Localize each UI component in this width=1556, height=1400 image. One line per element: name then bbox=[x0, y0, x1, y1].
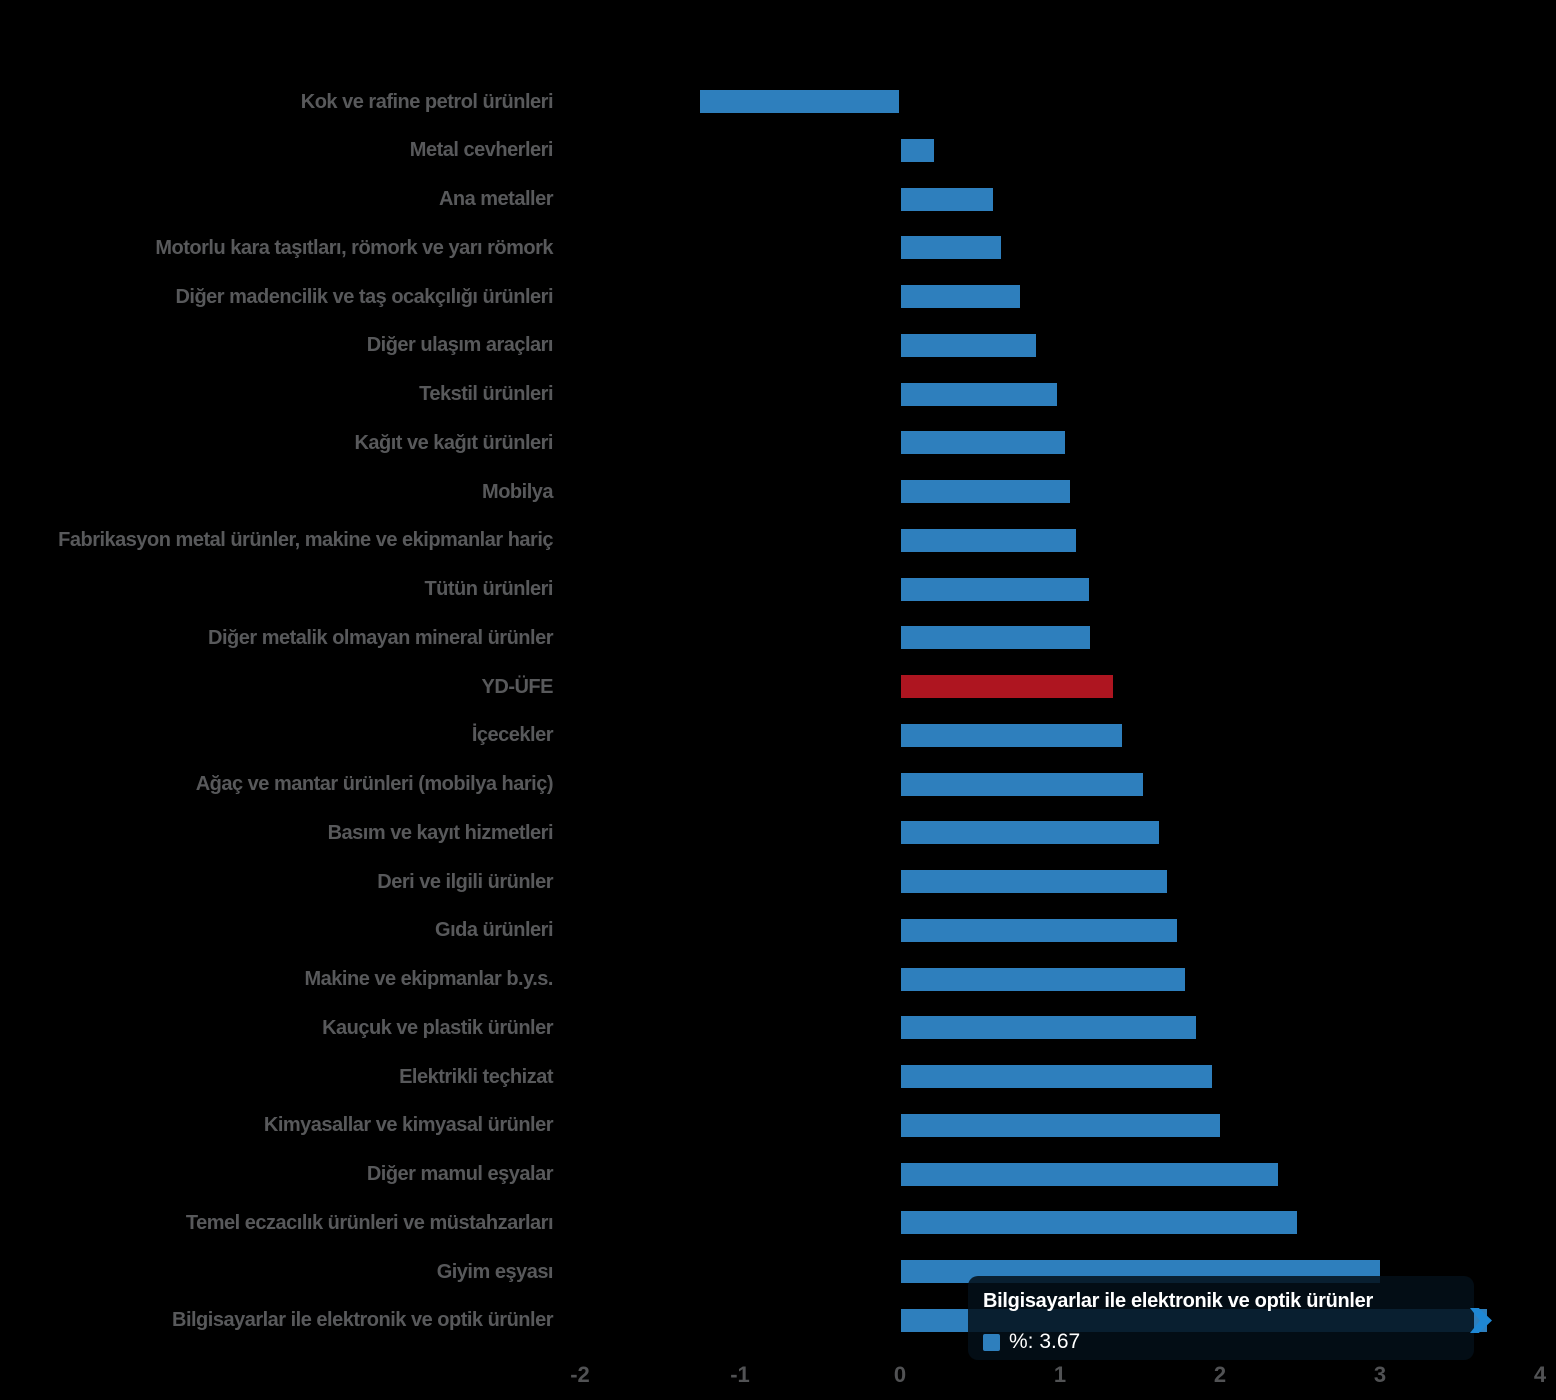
category-label: Diğer ulaşım araçları bbox=[366, 334, 554, 357]
category-label: Motorlu kara taşıtları, römork ve yarı r… bbox=[155, 236, 553, 259]
bar[interactable] bbox=[901, 1162, 1278, 1186]
category-label: Tütün ürünleri bbox=[424, 578, 553, 600]
category-label: Metal cevherleri bbox=[409, 139, 554, 162]
category-label: İçecekler bbox=[471, 724, 554, 747]
category-label: Ağaç ve mantar ürünleri (mobilya hariç) bbox=[195, 773, 554, 795]
chart-tooltip: Bilgisayarlar ile elektronik ve optik ür… bbox=[968, 1276, 1474, 1360]
tooltip-value: %: 3.67 bbox=[1009, 1330, 1081, 1353]
category-label: Kimyasallar ve kimyasal ürünler bbox=[263, 1114, 554, 1137]
x-axis-tick-label: 4 bbox=[1533, 1362, 1547, 1387]
bar[interactable] bbox=[901, 772, 1144, 796]
bar[interactable] bbox=[901, 431, 1065, 455]
bar-highlight-yd-ufe[interactable] bbox=[901, 675, 1113, 698]
category-label: YD-ÜFE bbox=[481, 675, 554, 698]
bar[interactable] bbox=[901, 480, 1070, 503]
bar[interactable] bbox=[901, 723, 1123, 747]
category-label: Diğer mamul eşyalar bbox=[366, 1163, 554, 1185]
bar[interactable] bbox=[901, 1016, 1196, 1040]
bar[interactable] bbox=[901, 236, 1001, 260]
bar[interactable] bbox=[901, 1211, 1297, 1235]
bar[interactable] bbox=[901, 577, 1089, 601]
x-axis-tick-label: -2 bbox=[570, 1362, 590, 1387]
tooltip-value-row: %: 3.67 bbox=[983, 1330, 1462, 1353]
bar[interactable] bbox=[901, 1113, 1220, 1137]
bar[interactable] bbox=[901, 333, 1036, 357]
category-label: Diğer madencilik ve taş ocakçılığı ürünl… bbox=[175, 285, 553, 308]
category-label: Deri ve ilgili ürünler bbox=[377, 870, 553, 893]
category-label: Bilgisayarlar ile elektronik ve optik ür… bbox=[172, 1309, 554, 1332]
category-label: Gıda ürünleri bbox=[435, 919, 553, 942]
category-label: Kauçuk ve plastik ürünler bbox=[322, 1016, 553, 1039]
bar[interactable] bbox=[901, 626, 1091, 650]
category-label: Giyim eşyası bbox=[436, 1260, 554, 1283]
bar[interactable] bbox=[901, 528, 1076, 552]
category-label: Kağıt ve kağıt ürünleri bbox=[354, 431, 553, 454]
category-label: Tekstil ürünleri bbox=[419, 383, 553, 405]
x-axis-tick-label: 1 bbox=[1053, 1362, 1067, 1387]
category-label: Basım ve kayıt hizmetleri bbox=[327, 821, 554, 844]
x-axis-tick-label: 3 bbox=[1373, 1362, 1387, 1387]
x-axis-tick-label: 0 bbox=[893, 1362, 907, 1387]
category-label: Mobilya bbox=[482, 480, 553, 503]
tooltip-series-marker-icon bbox=[983, 1333, 1000, 1351]
bar[interactable] bbox=[901, 187, 993, 211]
bar[interactable] bbox=[901, 821, 1160, 845]
bar[interactable] bbox=[901, 382, 1057, 406]
bar[interactable] bbox=[901, 870, 1168, 893]
bar[interactable] bbox=[700, 90, 899, 113]
category-label: Kok ve rafine petrol ürünleri bbox=[300, 90, 554, 113]
category-label: Elektrikli teçhizat bbox=[399, 1065, 553, 1088]
x-axis-tick-label: -1 bbox=[730, 1362, 750, 1387]
bar[interactable] bbox=[901, 285, 1020, 308]
tooltip-title: Bilgisayarlar ile elektronik ve optik ür… bbox=[983, 1290, 1373, 1312]
bar[interactable] bbox=[901, 967, 1185, 991]
x-axis-tick-label: 2 bbox=[1213, 1362, 1227, 1387]
category-label: Ana metaller bbox=[438, 188, 554, 210]
bar[interactable] bbox=[901, 1065, 1212, 1088]
category-label: Fabrikasyon metal ürünler, makine ve eki… bbox=[58, 529, 553, 552]
category-label: Diğer metalik olmayan mineral ürünler bbox=[208, 626, 553, 649]
bar[interactable] bbox=[901, 918, 1177, 942]
bar[interactable] bbox=[901, 138, 934, 162]
category-label: Temel eczacılık ürünleri ve müstahzarlar… bbox=[185, 1211, 554, 1234]
category-label: Makine ve ekipmanlar b.y.s. bbox=[304, 968, 554, 990]
